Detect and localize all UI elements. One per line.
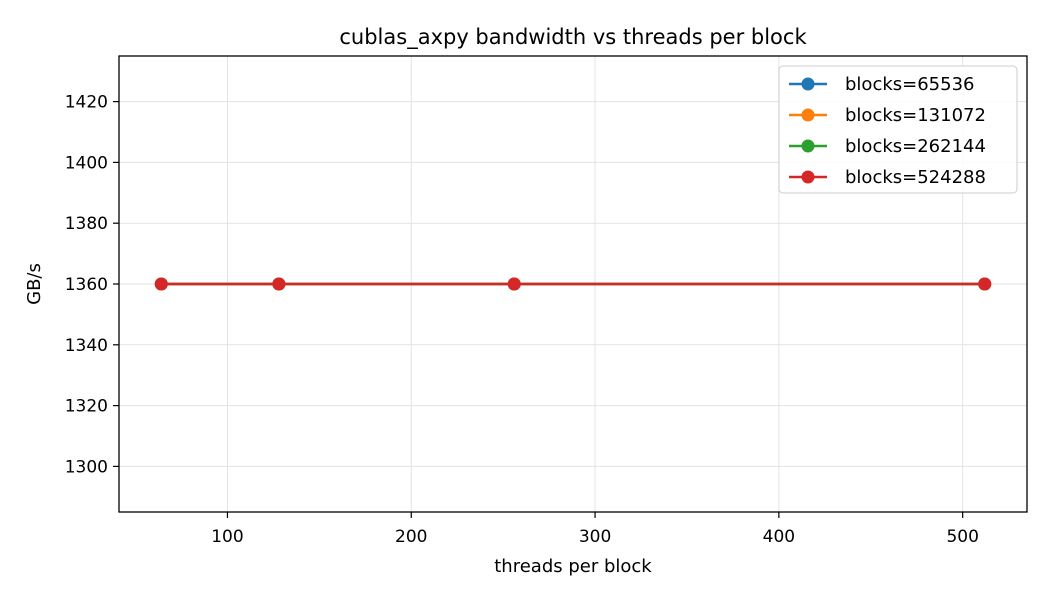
legend-marker (801, 139, 815, 153)
y-tick-label: 1420 (65, 93, 108, 113)
legend-label: blocks=262144 (845, 136, 986, 157)
series-blocks=524288 (154, 277, 992, 291)
legend-marker (801, 108, 815, 122)
legend-marker (801, 170, 815, 184)
legend-marker (801, 77, 815, 91)
x-tick-label: 400 (763, 527, 795, 547)
x-tick-label: 100 (211, 527, 243, 547)
legend-item: blocks=131072 (789, 105, 986, 126)
y-tick-label: 1400 (65, 153, 108, 173)
legend-item: blocks=262144 (789, 136, 986, 157)
axis-ticks: 100 200 300 400 500 1300 1320 1340 1360 1380 1400 1… (65, 93, 979, 547)
legend-box (778, 65, 1018, 194)
data-point (507, 277, 521, 291)
legend-label: blocks=131072 (845, 105, 986, 126)
legend: blocks=65536 blocks=131072 blocks=262144 bl… (778, 65, 1018, 194)
legend-item: blocks=65536 (789, 74, 974, 95)
y-tick-label: 1320 (65, 397, 108, 417)
data-point (978, 277, 992, 291)
legend-item: blocks=524288 (789, 167, 986, 188)
data-point (272, 277, 286, 291)
y-tick-label: 1300 (65, 457, 108, 477)
data-point (154, 277, 168, 291)
legend-label: blocks=65536 (845, 74, 974, 95)
x-tick-label: 500 (946, 527, 978, 547)
x-tick-label: 200 (395, 527, 427, 547)
y-tick-label: 1360 (65, 275, 108, 295)
legend-label: blocks=524288 (845, 167, 986, 188)
plot-series (154, 277, 992, 291)
chart-title: cublas_axpy bandwidth vs threads per blo… (339, 25, 807, 50)
x-axis-title: threads per block (494, 556, 652, 577)
y-tick-label: 1340 (65, 336, 108, 356)
x-tick-label: 300 (579, 527, 611, 547)
y-tick-label: 1380 (65, 214, 108, 234)
y-axis-title: GB/s (24, 263, 45, 305)
